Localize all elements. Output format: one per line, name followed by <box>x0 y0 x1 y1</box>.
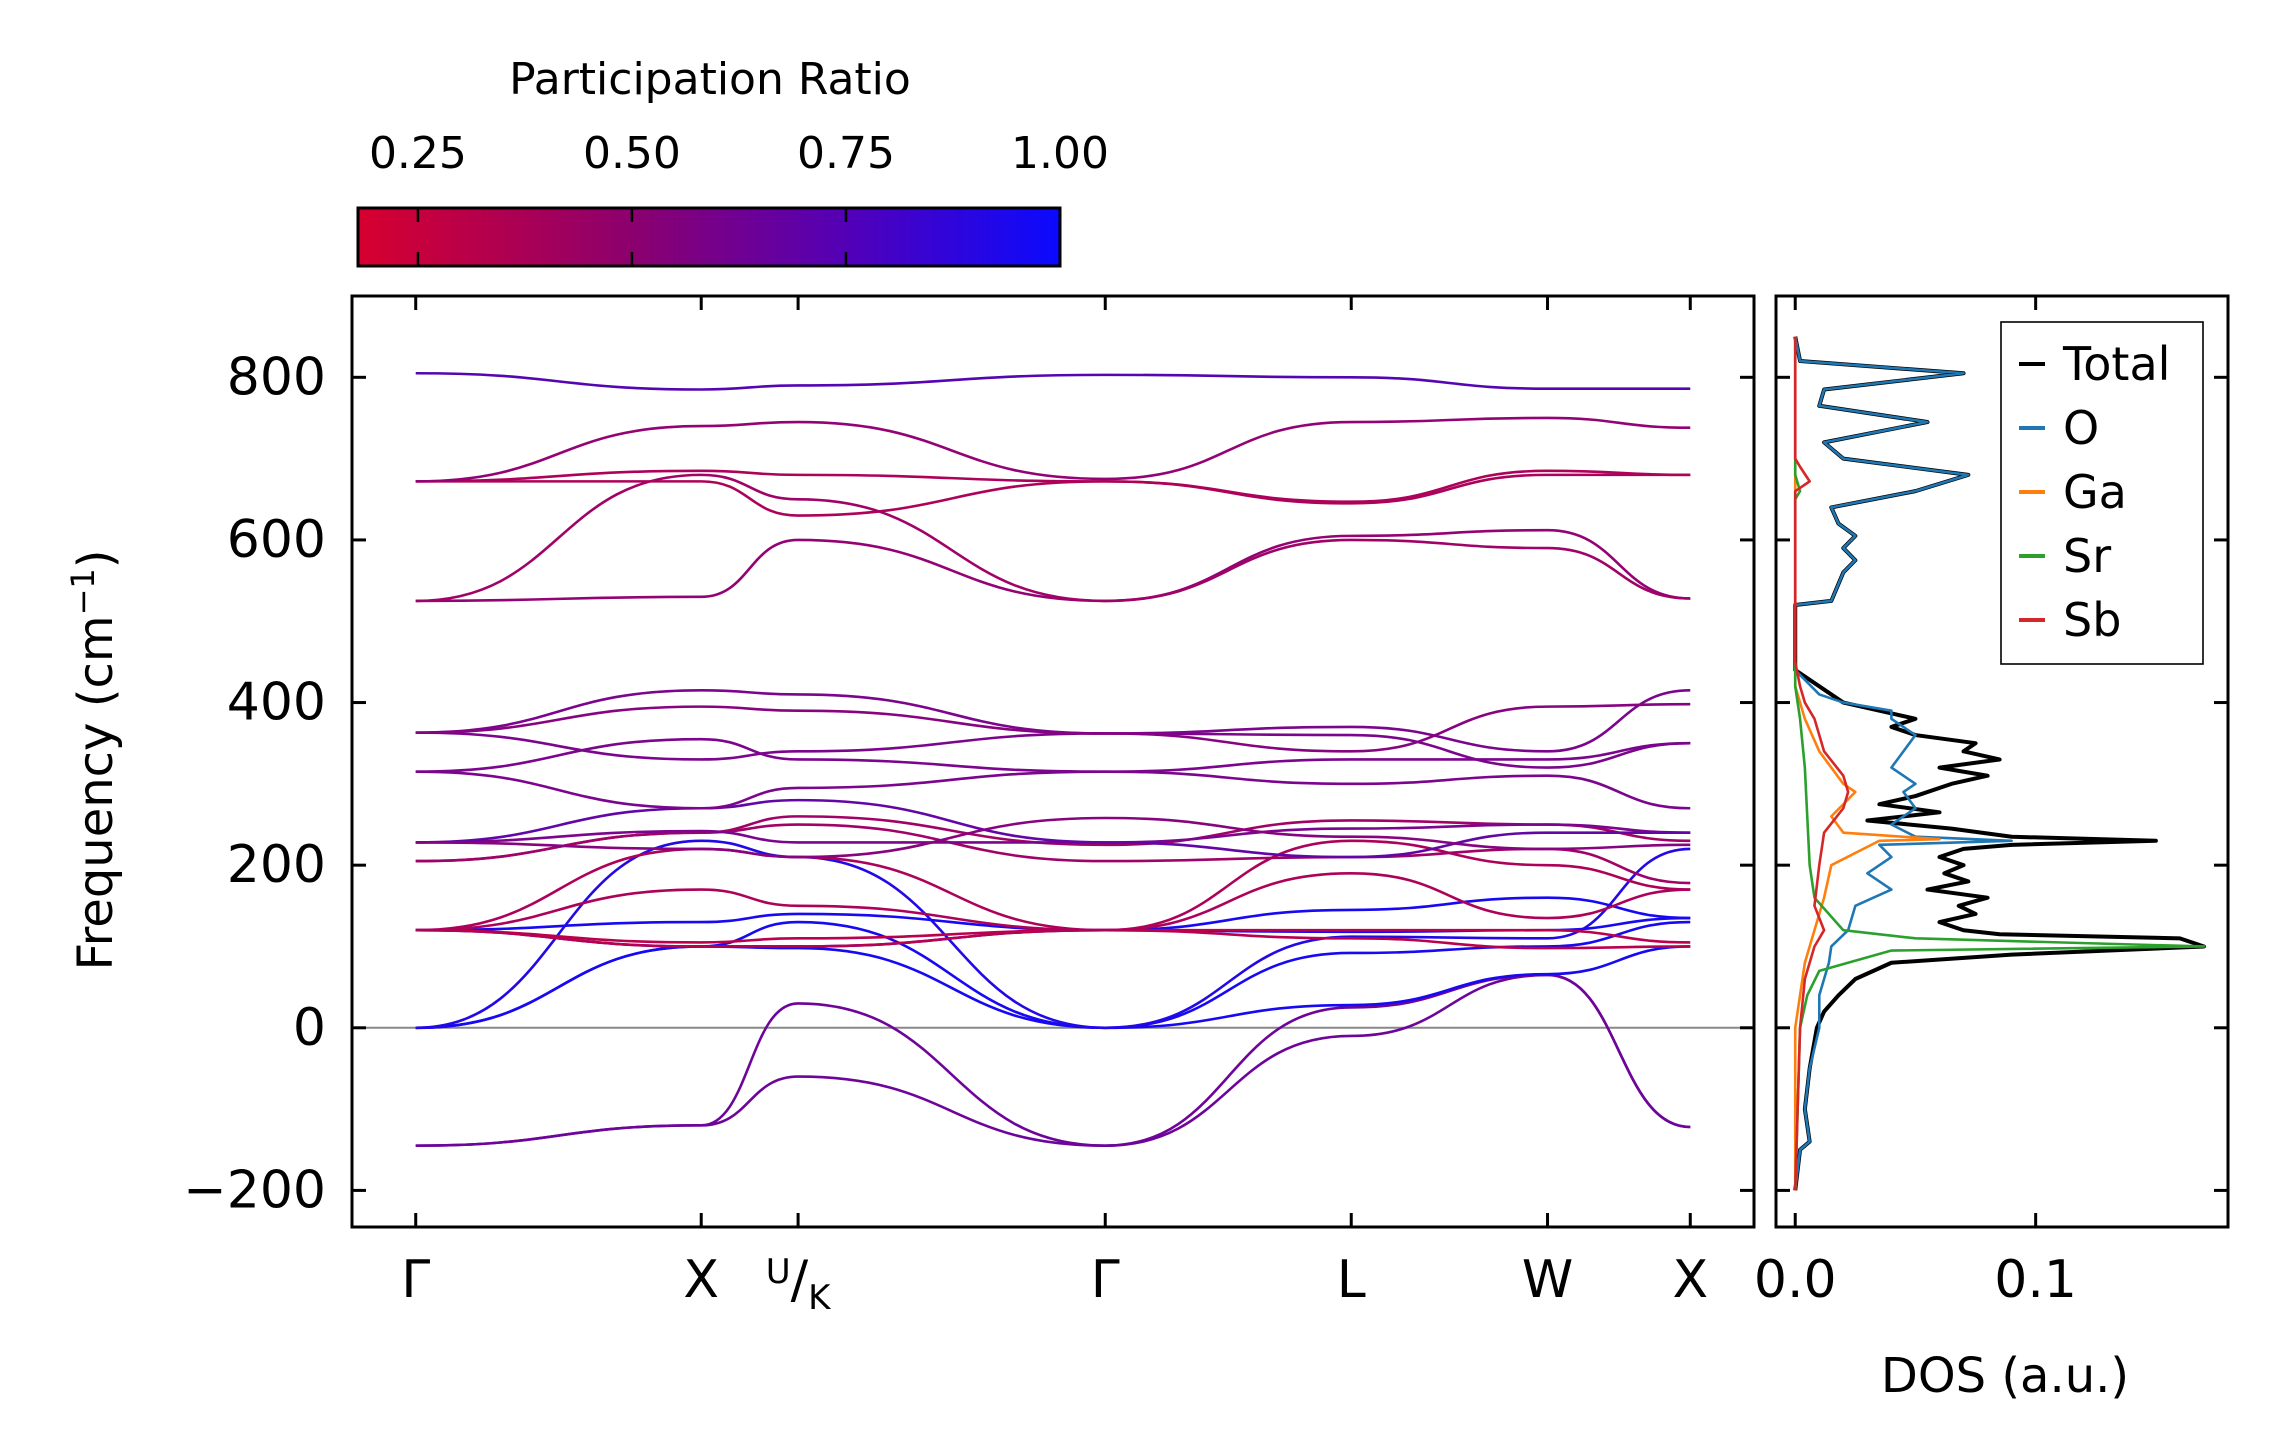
dos-panel-frame <box>1774 294 2230 1229</box>
band-line <box>415 702 1691 753</box>
k-label-sub: K <box>808 1278 832 1318</box>
y-tick-label: −200 <box>183 1160 326 1220</box>
band-line <box>415 528 1691 603</box>
kpath-axis-ticks: Γ X U/K Γ L W X <box>401 296 1708 1318</box>
colorbar-ticks: 0.25 0.50 0.75 1.00 <box>369 128 1109 266</box>
frequency-axis-label: Frequency (cm−1) <box>64 549 124 970</box>
k-tick-label: Γ <box>1091 1250 1120 1310</box>
dos-series-ga <box>1793 336 1941 1191</box>
legend-label: O <box>2063 401 2099 455</box>
k-tick-label: Γ <box>401 1250 430 1310</box>
k-tick-label: X <box>1672 1250 1708 1310</box>
k-tick-label: W <box>1522 1250 1573 1310</box>
band-line <box>415 371 1691 391</box>
band-line <box>415 416 1691 483</box>
y-tick-label: 800 <box>227 347 326 407</box>
y-tick-label: 200 <box>227 835 326 895</box>
frequency-axis-ticks: −200 0 200 400 600 800 <box>183 347 1754 1220</box>
dos-axis-label: DOS (a.u.) <box>1881 1348 2129 1404</box>
y-tick-label: 600 <box>227 510 326 570</box>
band-line <box>415 737 1691 810</box>
colorbar-tick-label: 1.00 <box>1011 128 1109 179</box>
dos-x-tick-label: 0.0 <box>1754 1250 1837 1310</box>
dos-legend: Total O Ga Sr Sb <box>2000 321 2204 665</box>
colorbar-gradient <box>356 206 1062 268</box>
ylabel-close: ) <box>68 549 124 568</box>
band-line <box>415 689 1691 753</box>
k-tick-label: U/K <box>766 1250 832 1318</box>
y-tick-label: 0 <box>293 998 326 1058</box>
colorbar-title: Participation Ratio <box>509 54 911 105</box>
legend-label: Sb <box>2063 593 2121 647</box>
band-line <box>415 973 1691 1147</box>
legend-label: Total <box>2062 337 2170 391</box>
ylabel-superscript: −1 <box>64 568 102 615</box>
dos-axis-ticks: 0.0 0.1 <box>1754 296 2077 1310</box>
band-line <box>415 839 1691 932</box>
dos-frequency-ticks <box>1776 375 2228 1192</box>
ylabel-main: Frequency (cm <box>68 615 124 970</box>
band-panel-frame <box>350 294 1756 1229</box>
colorbar: Participation Ratio 0.25 0.50 0.75 1.00 <box>356 54 1109 268</box>
dos-x-tick-label: 0.1 <box>1994 1250 2077 1310</box>
colorbar-tick-label: 0.50 <box>583 128 681 179</box>
band-line <box>415 839 1691 1030</box>
dos-series-sb <box>1793 336 1850 1191</box>
band-line <box>415 798 1691 859</box>
legend-label: Ga <box>2063 465 2127 519</box>
dos-panel: 0.0 0.1 DOS (a.u.) Total O Ga Sr Sb <box>1754 294 2230 1404</box>
band-line <box>415 473 1691 603</box>
legend-label: Sr <box>2063 529 2111 583</box>
dos-series-o <box>1793 336 2013 1191</box>
k-label-slash: / <box>791 1250 809 1310</box>
band-line <box>415 872 1691 932</box>
k-tick-label: L <box>1337 1250 1366 1310</box>
colorbar-tick-label: 0.25 <box>369 128 467 179</box>
k-label-main: U <box>766 1252 791 1292</box>
band-structure-panel: −200 0 200 400 600 800 Γ X U/K Γ L W X Frequency (c… <box>64 294 1756 1318</box>
band-line <box>415 973 1691 1147</box>
band-line <box>415 815 1691 863</box>
band-line <box>415 945 1691 1030</box>
colorbar-tick-label: 0.75 <box>797 128 895 179</box>
y-tick-label: 400 <box>227 673 326 733</box>
band-line <box>415 816 1691 859</box>
band-lines <box>415 371 1691 1147</box>
dos-lines <box>1793 336 2206 1191</box>
k-tick-label: X <box>683 1250 719 1310</box>
band-line <box>415 469 1691 504</box>
